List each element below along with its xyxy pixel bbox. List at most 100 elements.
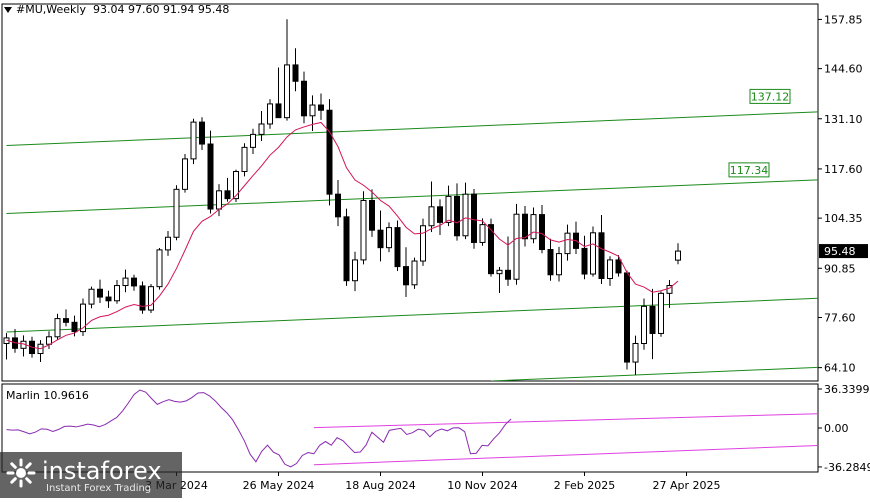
- candle: [233, 169, 239, 202]
- candle: [513, 203, 520, 285]
- candle-body: [148, 286, 154, 311]
- candle: [428, 181, 435, 233]
- candle: [182, 154, 188, 193]
- candle: [386, 222, 392, 253]
- candle-body: [267, 103, 273, 125]
- candle-body: [581, 247, 588, 275]
- watermark-tagline: Instant Forex Trading: [46, 483, 152, 494]
- candle: [607, 256, 613, 286]
- candle: [148, 284, 154, 314]
- candle-body: [632, 342, 639, 363]
- candle: [462, 182, 469, 240]
- candle: [284, 19, 290, 121]
- candle-body: [156, 249, 163, 288]
- candle-body: [547, 249, 554, 276]
- candle-body: [275, 103, 282, 119]
- candle-body: [292, 64, 299, 82]
- current-price-label: 95.48: [824, 245, 856, 258]
- chart-header: #MU,Weekly 93.04 97.60 91.94 95.48: [4, 3, 229, 16]
- candle: [581, 235, 588, 280]
- symbol-dropdown-icon[interactable]: [4, 7, 12, 13]
- time-tick-label: 2 Feb 2025: [554, 479, 615, 492]
- candle: [632, 335, 639, 376]
- channel-line: [490, 366, 818, 381]
- candle: [199, 117, 205, 150]
- candle-body: [139, 285, 146, 311]
- candle: [335, 180, 341, 227]
- oscillator-line: [6, 389, 512, 468]
- candle-body: [386, 227, 392, 249]
- candle-body: [666, 285, 673, 294]
- oscillator-tick-label: 36.3399: [824, 383, 870, 396]
- candle-body: [258, 123, 265, 135]
- candle-body: [428, 206, 435, 227]
- candle: [403, 247, 409, 298]
- channel-label: 137.12: [749, 88, 791, 104]
- price-tick-label: 64.10: [824, 362, 856, 375]
- candle: [97, 279, 103, 303]
- candle: [352, 251, 358, 292]
- candle: [522, 206, 528, 247]
- main-pane-frame: [1, 3, 819, 382]
- channel-label-box: [728, 162, 770, 178]
- price-tick-label: 77.60: [824, 311, 856, 324]
- candle: [590, 226, 596, 277]
- channel-label-box: [749, 88, 791, 104]
- candle-body: [624, 272, 630, 363]
- candle: [114, 279, 120, 304]
- candle-body: [80, 303, 86, 333]
- candle: [598, 214, 605, 285]
- watermark-logo: instaforex Instant Forex Trading: [0, 452, 182, 498]
- candle: [496, 266, 503, 293]
- candle-body: [114, 285, 120, 302]
- candle-body: [233, 171, 239, 200]
- candle: [301, 71, 307, 124]
- candle-body: [352, 259, 358, 282]
- channel-label: 117.34: [728, 162, 770, 178]
- candle: [267, 99, 273, 129]
- candle: [139, 281, 146, 314]
- candle-body: [284, 64, 290, 119]
- candle-body: [658, 292, 664, 334]
- time-tick-label: 26 May 2024: [243, 479, 315, 492]
- candle-body: [97, 288, 103, 298]
- candle-body: [649, 305, 656, 334]
- candle-body: [318, 104, 324, 111]
- watermark-brand: instaforex: [42, 457, 162, 485]
- candle: [318, 93, 324, 120]
- candle-body: [556, 253, 562, 276]
- candle: [156, 248, 163, 290]
- candle: [165, 230, 171, 256]
- candle-body: [403, 266, 409, 286]
- candle-body: [360, 199, 367, 261]
- candle: [224, 177, 231, 202]
- candle-body: [471, 193, 477, 243]
- candle: [173, 185, 180, 241]
- candle: [666, 279, 673, 308]
- candle: [37, 340, 44, 363]
- candle: [275, 67, 282, 119]
- candle-body: [479, 224, 486, 243]
- candle: [479, 218, 486, 246]
- candle-body: [539, 214, 545, 251]
- candle: [63, 309, 69, 327]
- instaforex-logo-icon: [6, 458, 36, 488]
- candle: [437, 199, 443, 236]
- price-tick-label: 157.85: [824, 13, 863, 26]
- candle-body: [411, 260, 418, 286]
- candle-body: [54, 318, 61, 338]
- candle-body: [607, 259, 613, 279]
- candle: [420, 218, 426, 266]
- candle-body: [71, 321, 78, 333]
- candle-body: [590, 232, 596, 275]
- candle: [556, 246, 562, 282]
- candle-body: [369, 199, 375, 231]
- candle-body: [165, 236, 171, 251]
- candle-body: [488, 224, 494, 275]
- candle-body: [241, 146, 248, 173]
- symbol-timeframe: #MU,Weekly: [16, 3, 86, 16]
- candle: [377, 210, 384, 262]
- candle-body: [615, 259, 622, 274]
- candle-body: [105, 296, 112, 302]
